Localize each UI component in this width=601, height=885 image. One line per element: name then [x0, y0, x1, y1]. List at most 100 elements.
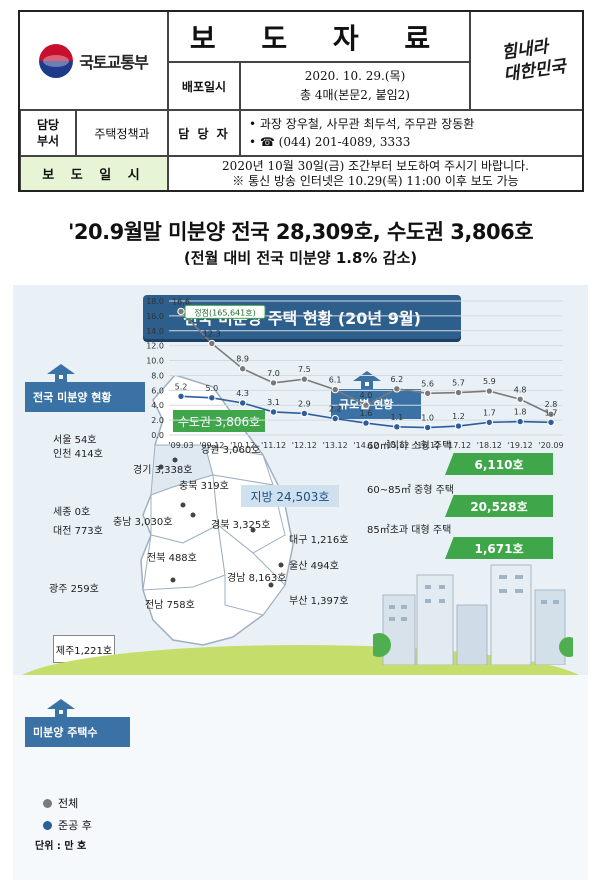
total-data-label: 6.2 — [390, 375, 403, 384]
y-tick-label: 0.0 — [151, 431, 164, 440]
press-release-header: 국토교통부 보 도 자 료 힘내라 대한민국 배포일시 2020. 10. 29… — [18, 10, 584, 192]
legend-completed-swatch — [43, 820, 52, 830]
distribution-value-cell: 2020. 10. 29.(목) 총 4매(본문2, 붙임2) — [240, 62, 470, 110]
x-tick-label: '09.12 — [199, 441, 224, 450]
y-tick-label: 2.0 — [151, 416, 164, 425]
region-gangwon: 강원 3,060호 — [201, 445, 261, 456]
x-tick-label: '19.12 — [508, 441, 533, 450]
y-tick-label: 14.0 — [146, 327, 164, 336]
size-medium-value: 20,528호 — [445, 495, 553, 517]
legend-completed: 준공 후 — [43, 817, 92, 833]
completed-point — [485, 418, 494, 427]
total-point — [454, 388, 463, 397]
completed-point — [331, 414, 339, 423]
local-area-tag: 지방 24,503호 — [241, 485, 339, 507]
total-data-label: 6.1 — [329, 376, 342, 385]
region-gyeongbuk: 경북 3,325호 — [211, 520, 271, 531]
completed-data-label: 1.7 — [483, 408, 496, 417]
total-data-label: 8.9 — [236, 355, 249, 364]
completed-data-label: 5.0 — [205, 384, 218, 393]
total-data-label: 5.9 — [483, 377, 496, 386]
region-daegu: 대구 1,216호 — [289, 535, 349, 546]
total-point — [485, 387, 494, 395]
completed-data-label: 1.2 — [452, 412, 465, 421]
size-medium-label: 60~85㎡ 중형 주택 — [367, 485, 454, 496]
region-ulsan: 울산 494호 — [289, 561, 339, 572]
completed-point — [393, 423, 401, 431]
total-point — [393, 385, 401, 393]
y-tick-label: 6.0 — [151, 386, 164, 395]
region-daejeon: 대전 773호 — [53, 526, 103, 537]
total-point — [547, 410, 555, 418]
total-data-label: 4.8 — [514, 385, 527, 394]
x-tick-label: '10.12 — [230, 441, 255, 450]
completed-point — [300, 409, 309, 418]
completed-data-label: 2.9 — [298, 399, 311, 408]
house-icon — [47, 364, 75, 382]
unsold-housing-line-chart: 18.0 16.0 14.0 12.0 10.0 8.0 6.0 4.0 2.0 0.0 '09.0… — [146, 297, 563, 450]
capital-area-tag: 수도권 3,806호 — [173, 410, 265, 432]
total-point — [331, 385, 339, 394]
completed-data-label: 5.2 — [175, 382, 188, 391]
contact-label-cell: 담 당 자 — [168, 110, 240, 156]
completed-point — [208, 394, 216, 402]
size-small-label: 60㎡이하 소형 주택 — [367, 441, 452, 452]
y-tick-label: 16.0 — [146, 312, 164, 321]
x-tick-label: '13.12 — [323, 441, 348, 450]
department-label-cell: 담당 부서 — [20, 110, 76, 156]
release-label: 보 도 일 시 — [42, 168, 146, 183]
region-jeonbuk: 전북 488호 — [147, 553, 197, 564]
x-tick-label: '20.09 — [538, 441, 563, 450]
region-gyeongnam: 경남 8,163호 — [227, 573, 287, 584]
peak-annotation: 정점(165,641호) — [194, 307, 255, 317]
title-cell: 보 도 자 료 — [168, 12, 470, 62]
x-tick-label: '11.12 — [261, 441, 286, 450]
infographic: 전국 미분양 주택 현황 (20년 9월) 전국 미분양 현황 규모별 현황 수… — [13, 285, 588, 880]
total-data-label: 7.0 — [267, 369, 280, 378]
contact-value-cell: • 과장 장우철, 사무관 최두석, 주무관 장동환 • ☎ (044) 201… — [240, 110, 582, 156]
total-data-label: 2.8 — [545, 400, 558, 409]
size-large-label: 85㎡초과 대형 주택 — [367, 525, 452, 536]
total-data-label: 4.0 — [360, 391, 373, 400]
distribution-date: 2020. 10. 29.(목) — [304, 69, 406, 83]
y-tick-label: 4.0 — [151, 401, 164, 410]
y-tick-label: 10.0 — [146, 357, 164, 366]
region-sejong: 세종 0호 — [53, 507, 91, 518]
chart-unit: 단위 : 만 호 — [35, 841, 87, 852]
completed-point — [269, 408, 278, 416]
completed-point — [547, 418, 555, 427]
slogan-logo: 힘내라 대한민국 — [500, 36, 568, 85]
total-point — [177, 307, 185, 316]
contact-label: 담 당 자 — [178, 126, 230, 141]
completed-point — [238, 399, 247, 407]
contact-phone: • ☎ (044) 201-4089, 3333 — [249, 135, 411, 149]
size-small-value: 6,110호 — [445, 453, 553, 475]
chart-legend: 전체 준공 후 — [43, 795, 92, 839]
y-tick-label: 12.0 — [146, 342, 164, 351]
completed-point — [516, 417, 524, 426]
distribution-pages: 총 4매(본문2, 붙임2) — [300, 88, 410, 102]
document-title: 보 도 자 료 — [189, 21, 449, 55]
chart-panel — [13, 675, 588, 880]
region-chungbuk: 충북 319호 — [179, 481, 229, 492]
distribution-label: 배포일시 — [181, 79, 227, 94]
total-data-label: 16.6 — [172, 297, 190, 306]
release-line-2: ※ 통신 방송 인터넷은 10.29(목) 11:00 이후 보도 가능 — [232, 173, 519, 188]
total-point — [269, 379, 278, 387]
distribution-label-cell: 배포일시 — [168, 62, 240, 110]
size-status-tag: 규모별 현황 — [331, 371, 421, 419]
region-jeonnam: 전남 758호 — [145, 600, 195, 611]
release-line-1: 2020년 10월 30일(금) 조간부터 보도하여 주시기 바랍니다. — [222, 158, 529, 173]
y-tick-label: 18.0 — [146, 297, 164, 306]
subheadline: (전월 대비 전국 미분양 1.8% 감소) — [183, 249, 418, 267]
department-label-1: 담당 — [36, 118, 60, 132]
department-label-2: 부서 — [36, 134, 60, 148]
region-chungnam: 충남 3,030호 — [113, 517, 173, 528]
release-label-cell: 보 도 일 시 — [20, 156, 168, 190]
completed-data-label: 3.1 — [267, 398, 280, 407]
completed-point — [177, 392, 185, 400]
x-tick-label: '16.12 — [415, 441, 440, 450]
completed-data-label: 1.0 — [421, 414, 434, 423]
total-data-label: 5.7 — [452, 379, 465, 388]
region-busan: 부산 1,397호 — [289, 596, 349, 607]
